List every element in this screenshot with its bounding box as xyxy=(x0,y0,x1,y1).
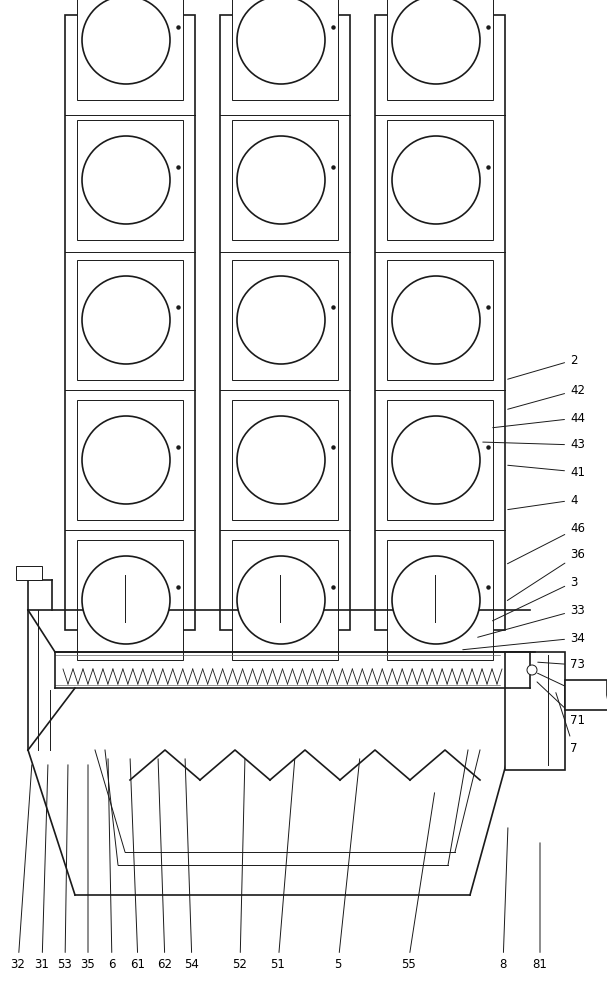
Text: 32: 32 xyxy=(10,765,32,971)
Bar xyxy=(232,120,338,240)
Text: 62: 62 xyxy=(157,759,172,971)
Bar xyxy=(65,15,195,630)
Text: 71: 71 xyxy=(537,682,585,726)
Text: 53: 53 xyxy=(58,765,72,971)
Ellipse shape xyxy=(237,276,325,364)
Bar xyxy=(232,0,338,100)
Text: 72: 72 xyxy=(538,673,585,698)
Bar xyxy=(232,260,338,380)
Text: 42: 42 xyxy=(507,383,585,409)
Text: 2: 2 xyxy=(507,354,577,379)
Bar xyxy=(387,0,493,100)
Text: 34: 34 xyxy=(463,632,585,650)
Text: 7: 7 xyxy=(556,693,577,754)
Text: 81: 81 xyxy=(532,843,548,971)
Ellipse shape xyxy=(392,136,480,224)
Circle shape xyxy=(527,665,537,675)
Bar xyxy=(77,0,183,100)
Text: 33: 33 xyxy=(478,603,585,637)
Polygon shape xyxy=(565,680,607,710)
Bar xyxy=(232,540,338,660)
Text: 61: 61 xyxy=(130,759,146,971)
Text: 3: 3 xyxy=(492,576,577,621)
Ellipse shape xyxy=(82,416,170,504)
Bar xyxy=(232,400,338,520)
Ellipse shape xyxy=(392,416,480,504)
Bar xyxy=(505,652,565,770)
Ellipse shape xyxy=(392,0,480,84)
Text: 36: 36 xyxy=(507,548,585,600)
Text: 5: 5 xyxy=(334,759,360,971)
Text: 73: 73 xyxy=(538,658,585,672)
Ellipse shape xyxy=(237,0,325,84)
Bar xyxy=(16,566,42,580)
Bar xyxy=(77,400,183,520)
Ellipse shape xyxy=(82,0,170,84)
Text: 31: 31 xyxy=(35,765,49,971)
Ellipse shape xyxy=(237,416,325,504)
Bar xyxy=(77,260,183,380)
Bar xyxy=(77,120,183,240)
Text: 54: 54 xyxy=(185,759,200,971)
Text: 55: 55 xyxy=(401,793,435,971)
Bar xyxy=(387,120,493,240)
Text: 46: 46 xyxy=(507,522,585,564)
Ellipse shape xyxy=(237,556,325,644)
Text: 52: 52 xyxy=(232,759,248,971)
Text: 35: 35 xyxy=(81,765,95,971)
Text: 6: 6 xyxy=(108,759,116,971)
Text: 44: 44 xyxy=(493,412,585,428)
Text: 51: 51 xyxy=(271,759,295,971)
Ellipse shape xyxy=(82,276,170,364)
Text: 43: 43 xyxy=(483,438,585,452)
Text: 41: 41 xyxy=(508,465,585,479)
Bar xyxy=(387,400,493,520)
Ellipse shape xyxy=(82,136,170,224)
Bar xyxy=(375,15,505,630)
Bar xyxy=(387,540,493,660)
Ellipse shape xyxy=(392,276,480,364)
Ellipse shape xyxy=(82,556,170,644)
Ellipse shape xyxy=(237,136,325,224)
Bar xyxy=(77,540,183,660)
Bar xyxy=(387,260,493,380)
Ellipse shape xyxy=(392,556,480,644)
Bar xyxy=(220,15,350,630)
Text: 4: 4 xyxy=(507,493,577,510)
Text: 8: 8 xyxy=(500,828,508,971)
